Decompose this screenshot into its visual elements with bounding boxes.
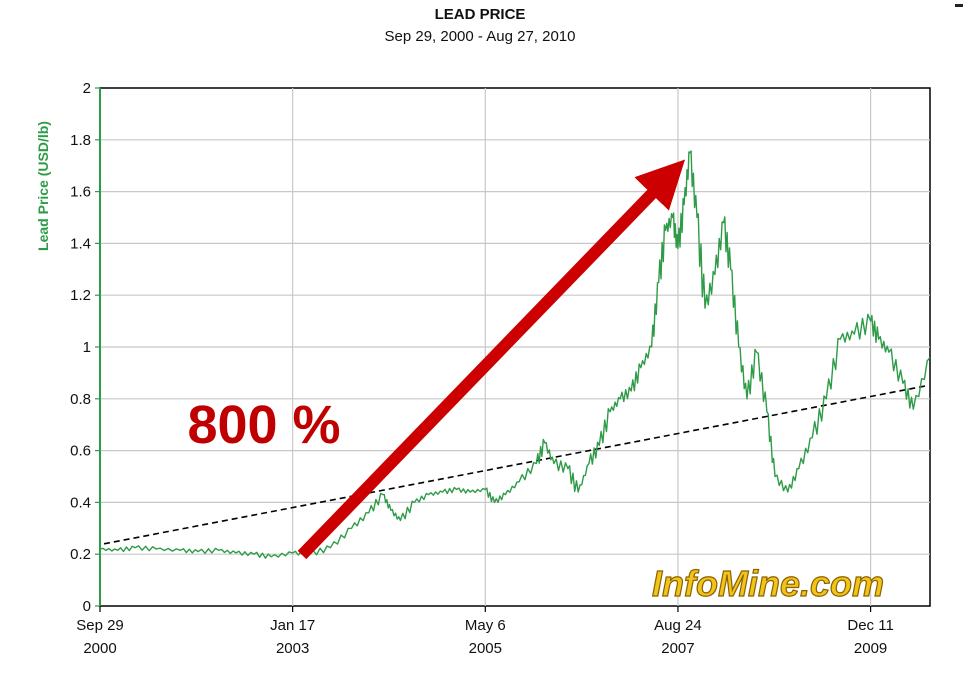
y-tick-label: 1.4 (70, 235, 91, 252)
x-tick-label-year: 2000 (83, 640, 116, 657)
corner-mark (955, 4, 963, 7)
series-lines (99, 150, 931, 559)
x-tick-label: Jan 17 (270, 617, 315, 634)
y-tick-label: 1.6 (70, 184, 91, 201)
percent-label: 800 % (187, 395, 340, 455)
y-tick-label: 0.6 (70, 443, 91, 460)
y-tick-label: 1.2 (70, 287, 91, 304)
y-tick-label: 1.8 (70, 132, 91, 149)
x-tick-label-year: 2007 (661, 640, 694, 657)
growth-arrow (297, 159, 686, 560)
x-tick-label-year: 2003 (276, 640, 309, 657)
chart-title: LEAD PRICE (434, 6, 526, 23)
chart-subtitle: Sep 29, 2000 - Aug 27, 2010 (384, 28, 576, 45)
x-tick-label: Aug 24 (654, 617, 702, 634)
axes: 0 0.2 0.4 0.6 0.8 1 1.2 1.4 1.6 1.8 2 Sep 29 2000 Jan… (70, 80, 894, 657)
x-tick-label: Dec 11 (847, 617, 893, 634)
x-tick-label-year: 2009 (854, 640, 887, 657)
x-tick-label-year: 2005 (469, 640, 502, 657)
lead-price-series-line (99, 150, 931, 559)
y-tick-label: 1 (83, 339, 91, 356)
watermark-text: InfoMine.com (652, 563, 884, 604)
y-tick-label: 0.4 (70, 494, 91, 511)
y-tick-label: 2 (83, 80, 91, 97)
x-tick-label: Sep 29 (76, 617, 124, 634)
x-tick-label: May 6 (465, 617, 506, 634)
annotations: InfoMine.com 800 % (187, 159, 885, 605)
y-tick-label: 0.8 (70, 391, 91, 408)
grid-lines (99, 87, 931, 607)
y-tick-label: 0.2 (70, 546, 91, 563)
y-tick-label: 0 (83, 598, 91, 615)
